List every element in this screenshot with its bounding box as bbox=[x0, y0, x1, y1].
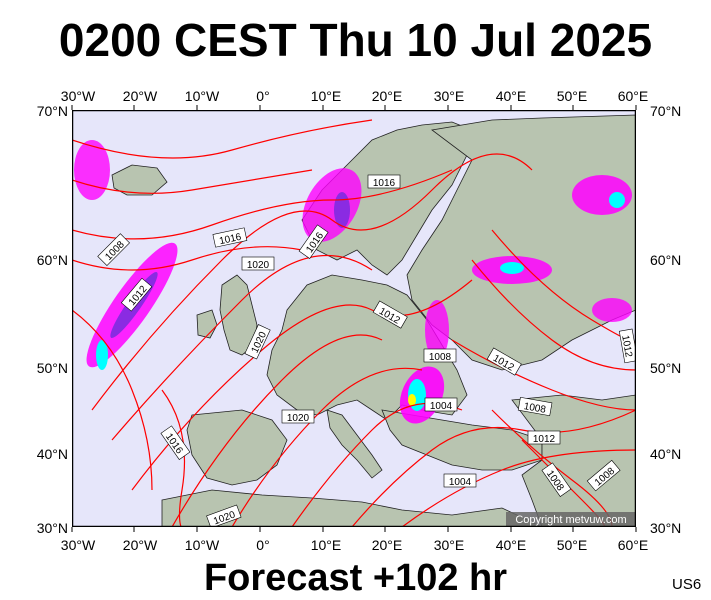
lon-label: 10°W bbox=[185, 88, 220, 104]
isobar-label: 1016 bbox=[373, 178, 396, 189]
lon-label: 30°E bbox=[434, 537, 465, 553]
copyright-text: Copyright metvuw.com bbox=[515, 514, 626, 526]
lon-label: 60°E bbox=[618, 537, 649, 553]
isobar-label: 1004 bbox=[430, 401, 453, 412]
lon-label: 10°E bbox=[311, 88, 342, 104]
lon-label: 60°E bbox=[618, 88, 649, 104]
lat-label: 50°N bbox=[37, 360, 68, 376]
map-title: 0200 CEST Thu 10 Jul 2025 bbox=[58, 14, 653, 66]
bottom-longitude-labels: 30°W 20°W 10°W 0° 10°E 20°E 30°E 40°E 50… bbox=[61, 537, 648, 553]
lat-label: 40°N bbox=[650, 446, 681, 462]
lon-label: 50°E bbox=[557, 537, 588, 553]
lon-label: 40°E bbox=[496, 88, 527, 104]
isobar-label: 1008 bbox=[429, 352, 452, 363]
isobar-label: 1020 bbox=[247, 260, 270, 271]
forecast-label: Forecast +102 hr bbox=[203, 557, 508, 599]
model-code: US6 bbox=[672, 576, 702, 593]
lon-label: 10°E bbox=[311, 537, 342, 553]
lat-label: 50°N bbox=[650, 360, 681, 376]
lon-label: 30°E bbox=[434, 88, 465, 104]
lon-label: 20°W bbox=[123, 88, 158, 104]
lon-label: 20°E bbox=[372, 537, 403, 553]
lat-label: 70°N bbox=[650, 103, 681, 119]
lon-label: 10°W bbox=[185, 537, 220, 553]
lat-label: 30°N bbox=[650, 520, 681, 536]
isobar-label: 1004 bbox=[449, 477, 472, 488]
lat-label: 70°N bbox=[37, 103, 68, 119]
map-border bbox=[71, 109, 637, 528]
left-latitude-labels: 70°N 60°N 50°N 40°N 30°N bbox=[37, 103, 68, 536]
isobar-label: 1012 bbox=[533, 434, 556, 445]
isobars bbox=[71, 119, 638, 534]
isobar-label: 1016 bbox=[218, 232, 242, 247]
lon-label: 0° bbox=[256, 88, 269, 104]
lon-label: 50°E bbox=[557, 88, 588, 104]
lon-label: 0° bbox=[256, 537, 269, 553]
copyright-badge: Copyright metvuw.com bbox=[506, 512, 636, 527]
right-latitude-labels: 70°N 60°N 50°N 40°N 30°N bbox=[650, 103, 681, 536]
weather-map: 1016 1016 1016 1008 1012 1020 1012 1020 … bbox=[71, 109, 639, 534]
lat-label: 60°N bbox=[37, 252, 68, 268]
lon-label: 30°W bbox=[61, 537, 96, 553]
lat-label: 60°N bbox=[650, 252, 681, 268]
lon-label: 30°W bbox=[61, 88, 96, 104]
lon-label: 20°E bbox=[372, 88, 403, 104]
isobar-label: 1008 bbox=[523, 401, 547, 416]
isobar-label: 1012 bbox=[619, 334, 634, 358]
lon-label: 20°W bbox=[123, 537, 158, 553]
lat-label: 40°N bbox=[37, 446, 68, 462]
top-longitude-labels: 30°W 20°W 10°W 0° 10°E 20°E 30°E 40°E 50… bbox=[61, 88, 648, 104]
isobar-label: 1020 bbox=[287, 413, 310, 424]
lat-label: 30°N bbox=[37, 520, 68, 536]
lon-label: 40°E bbox=[496, 537, 527, 553]
